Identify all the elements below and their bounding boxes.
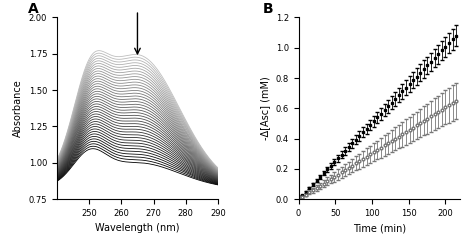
Text: B: B bbox=[263, 1, 274, 16]
Y-axis label: -Δ[Asc] (mM): -Δ[Asc] (mM) bbox=[260, 76, 270, 140]
Text: A: A bbox=[28, 1, 38, 16]
X-axis label: Wavelength (nm): Wavelength (nm) bbox=[95, 224, 180, 234]
X-axis label: Time (min): Time (min) bbox=[353, 224, 406, 234]
Y-axis label: Absorbance: Absorbance bbox=[13, 79, 23, 137]
